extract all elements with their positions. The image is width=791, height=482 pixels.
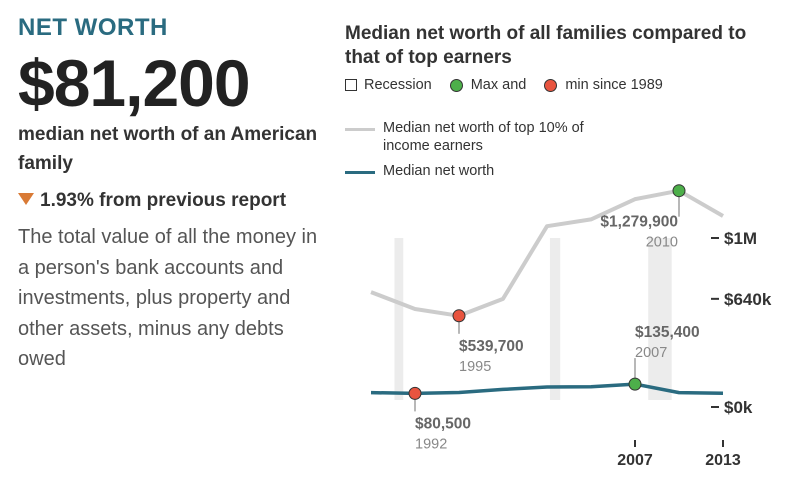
change-indicator: 1.93% from previous report <box>18 185 318 216</box>
headline-value: $81,200 <box>18 46 251 120</box>
annotation-year-label-1: 1995 <box>459 359 491 375</box>
description-text: The total value of all the money in a pe… <box>18 226 318 370</box>
legend-series: Median net worth of top 10% of income ea… <box>345 119 593 180</box>
annotation-value-label-1: $539,700 <box>459 338 524 355</box>
top-line-swatch <box>345 128 375 131</box>
max-point-marker-2 <box>628 377 642 391</box>
min-point-marker-3 <box>408 386 422 400</box>
annotation-year-label-2: 2007 <box>635 345 667 361</box>
annotation-value-label-0: $1,279,900 <box>600 214 678 231</box>
summary-panel: NET WORTH $81,200 median net worth of an… <box>18 14 318 375</box>
legend-item-median: Median net worth <box>345 162 593 180</box>
median-line <box>370 382 724 396</box>
down-triangle-icon <box>18 193 34 205</box>
annotation-value-label-2: $135,400 <box>635 324 700 341</box>
min-dot-icon <box>544 78 558 92</box>
y-tick-label-2: $1M <box>724 229 757 248</box>
legend-max-label: Max and <box>470 77 527 93</box>
recession-square-icon <box>345 79 357 91</box>
recession-band-2 <box>648 238 672 400</box>
annotation-year-label-0: 2010 <box>646 235 678 251</box>
legend-markers: Recession Max and min since 1989 <box>345 77 663 93</box>
y-tick-label-1: $640k <box>724 290 772 309</box>
change-text: 1.93% from previous report <box>40 190 287 211</box>
chart-title: Median net worth of all families compare… <box>345 23 747 68</box>
x-tick-label-0: 2007 <box>617 452 653 469</box>
median-line-swatch <box>345 171 375 174</box>
x-tick-label-1: 2013 <box>705 452 741 469</box>
legend-min-label: min since 1989 <box>565 77 663 93</box>
annotation-year-label-3: 1992 <box>415 436 447 452</box>
recession-band-0 <box>394 238 404 400</box>
max-dot-icon <box>449 78 463 92</box>
y-tick-label-0: $0k <box>724 398 753 417</box>
legend-top-label: Median net worth of top 10% of income ea… <box>383 120 584 154</box>
headline-subtitle: median net worth of an American family <box>18 124 318 174</box>
recession-band-1 <box>549 238 561 400</box>
top-earners-line <box>370 188 724 318</box>
min-point-marker-1 <box>452 309 466 323</box>
max-point-marker-0 <box>672 184 686 198</box>
section-eyebrow: NET WORTH <box>18 14 168 41</box>
legend-item-top: Median net worth of top 10% of income ea… <box>345 119 593 155</box>
annotation-value-label-3: $80,500 <box>415 415 471 432</box>
legend-recession-label: Recession <box>364 77 432 93</box>
legend-median-label: Median net worth <box>383 163 495 179</box>
